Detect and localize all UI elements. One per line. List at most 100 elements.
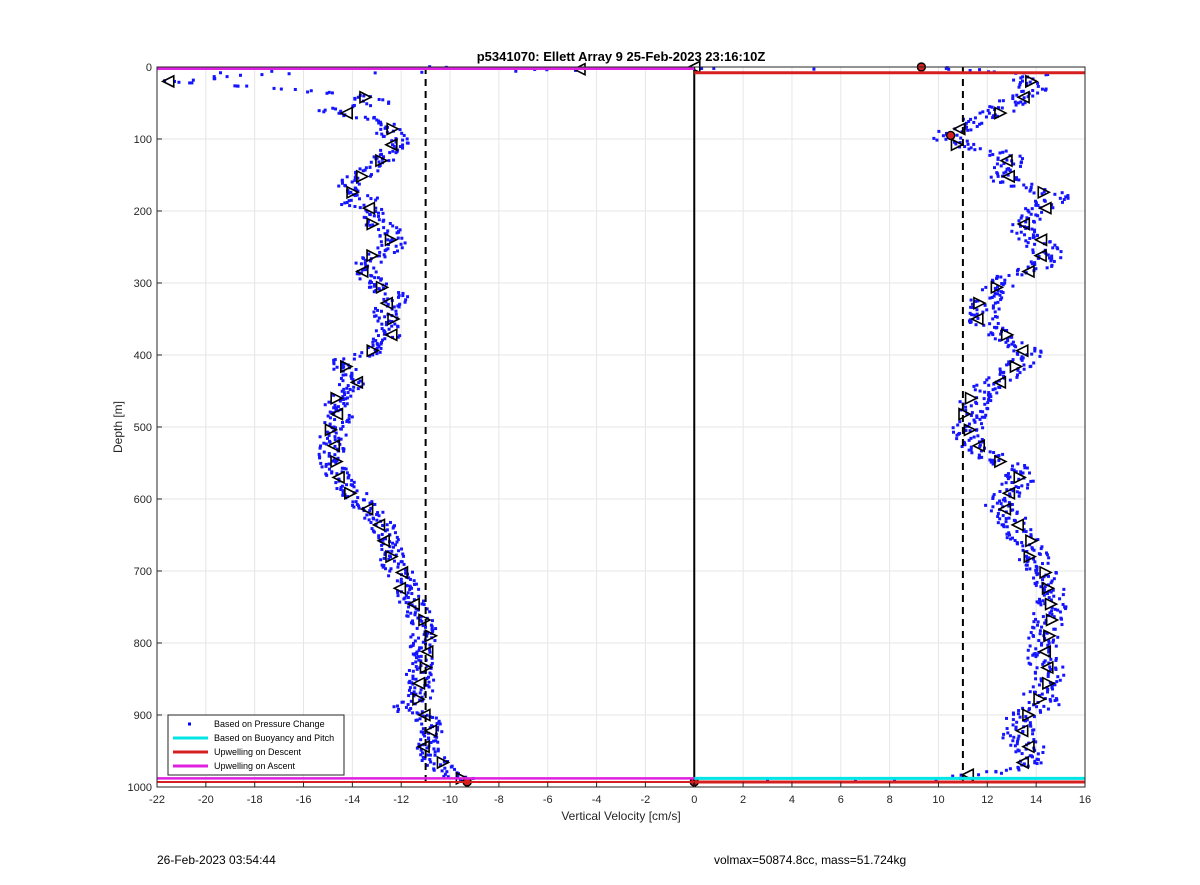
pressure-change-point bbox=[357, 381, 361, 385]
pressure-change-point bbox=[991, 279, 995, 283]
x-tick-label: -8 bbox=[494, 794, 504, 806]
pressure-change-point bbox=[1008, 378, 1012, 382]
pressure-change-point bbox=[430, 661, 434, 665]
buoyancy-pitch-marker bbox=[349, 375, 364, 390]
pressure-change-point bbox=[413, 611, 417, 615]
pressure-change-point bbox=[975, 312, 979, 316]
x-tick-label: -16 bbox=[296, 794, 312, 806]
pressure-change-point bbox=[996, 172, 1000, 176]
pressure-change-point bbox=[1001, 736, 1005, 740]
pressure-change-point bbox=[383, 249, 387, 253]
pressure-change-point bbox=[352, 357, 356, 361]
pressure-change-point bbox=[993, 286, 997, 290]
legend-label: Upwelling on Ascent bbox=[214, 761, 296, 771]
pressure-change-point bbox=[1002, 161, 1006, 165]
pressure-change-point bbox=[1050, 612, 1054, 616]
pressure-change-point bbox=[1029, 534, 1033, 538]
pressure-change-point bbox=[358, 206, 362, 210]
pressure-change-point bbox=[335, 459, 339, 463]
buoyancy-pitch-marker bbox=[1041, 581, 1056, 596]
pressure-change-point bbox=[394, 146, 398, 150]
y-tick-label: 400 bbox=[134, 350, 152, 362]
pressure-change-point bbox=[417, 587, 421, 591]
pressure-change-point bbox=[1030, 262, 1034, 266]
pressure-change-point bbox=[377, 164, 381, 168]
pressure-change-point bbox=[354, 261, 358, 265]
pressure-change-point bbox=[1017, 85, 1021, 89]
pressure-change-point bbox=[1036, 752, 1040, 756]
pressure-change-point bbox=[964, 409, 968, 413]
pressure-change-point bbox=[955, 437, 959, 441]
pressure-change-point bbox=[982, 397, 986, 401]
pressure-change-point bbox=[998, 499, 1002, 503]
pressure-change-point bbox=[384, 529, 388, 533]
pressure-change-point bbox=[997, 307, 1001, 311]
buoyancy-pitch-marker bbox=[160, 74, 175, 89]
pressure-change-point bbox=[440, 769, 444, 773]
pressure-change-point bbox=[998, 386, 1002, 390]
pressure-change-point bbox=[333, 457, 337, 461]
pressure-change-point bbox=[1054, 644, 1058, 648]
pressure-change-point bbox=[1050, 606, 1054, 610]
pressure-change-point bbox=[1022, 521, 1026, 525]
pressure-change-point bbox=[341, 489, 345, 493]
pressure-change-point bbox=[385, 528, 389, 532]
pressure-change-point bbox=[378, 250, 382, 254]
pressure-change-point bbox=[1026, 648, 1030, 652]
pressure-change-point bbox=[1044, 88, 1048, 92]
pressure-change-point bbox=[986, 407, 990, 411]
buoyancy-pitch-marker bbox=[330, 454, 344, 469]
axes: -22 -20 -18 -16 -14 -12 -10 -8 -6 -4 -2 0 2 4 6 8 10 12 14… bbox=[128, 62, 1092, 806]
buoyancy-pitch-marker bbox=[999, 153, 1013, 168]
pressure-change-point bbox=[431, 689, 435, 693]
pressure-change-point bbox=[411, 622, 415, 626]
pressure-change-point bbox=[1032, 191, 1036, 195]
pressure-change-point bbox=[1037, 650, 1041, 654]
pressure-change-point bbox=[1031, 94, 1035, 98]
pressure-change-point bbox=[1008, 169, 1012, 173]
pressure-change-point bbox=[353, 176, 357, 180]
pressure-change-point bbox=[395, 249, 399, 253]
y-tick-label: 200 bbox=[134, 206, 152, 218]
pressure-change-point bbox=[418, 698, 422, 702]
pressure-change-point bbox=[380, 563, 384, 567]
pressure-change-point bbox=[1038, 629, 1042, 633]
pressure-change-point bbox=[398, 128, 402, 132]
pressure-change-point bbox=[1031, 732, 1035, 736]
pressure-change-point bbox=[1042, 593, 1046, 597]
pressure-change-point bbox=[990, 460, 994, 464]
pressure-change-point bbox=[331, 106, 335, 110]
buoyancy-pitch-marker bbox=[1014, 343, 1029, 358]
pressure-change-point bbox=[344, 184, 348, 188]
pressure-change-point bbox=[1005, 167, 1009, 171]
pressure-change-point bbox=[434, 739, 438, 743]
pressure-change-point bbox=[351, 378, 355, 382]
pressure-change-point bbox=[970, 411, 974, 415]
buoyancy-pitch-marker bbox=[392, 581, 407, 596]
pressure-change-point bbox=[369, 173, 373, 177]
pressure-change-point bbox=[385, 523, 389, 527]
pressure-change-point bbox=[386, 302, 390, 306]
pressure-change-point bbox=[383, 553, 387, 557]
pressure-change-point bbox=[991, 462, 995, 466]
pressure-change-point bbox=[353, 194, 357, 198]
buoyancy-pitch-marker bbox=[970, 312, 984, 326]
buoyancy-pitch-marker bbox=[1001, 169, 1015, 184]
pressure-change-point bbox=[352, 485, 356, 489]
buoyancy-pitch-marker bbox=[412, 692, 426, 706]
pressure-change-point bbox=[995, 391, 999, 395]
pressure-change-point bbox=[403, 241, 407, 245]
pressure-change-point bbox=[812, 67, 816, 71]
pressure-change-point bbox=[431, 629, 435, 633]
pressure-change-point bbox=[1015, 542, 1019, 546]
pressure-change-point bbox=[390, 324, 394, 328]
pressure-change-point bbox=[377, 254, 381, 258]
pressure-change-point bbox=[1032, 228, 1036, 232]
pressure-change-point bbox=[1017, 768, 1021, 772]
pressure-change-point bbox=[1021, 356, 1025, 360]
pressure-change-point bbox=[1030, 755, 1034, 759]
pressure-change-point bbox=[421, 755, 425, 759]
pressure-change-point bbox=[374, 339, 378, 343]
pressure-change-point bbox=[963, 441, 967, 445]
buoyancy-pitch-marker bbox=[361, 201, 376, 215]
